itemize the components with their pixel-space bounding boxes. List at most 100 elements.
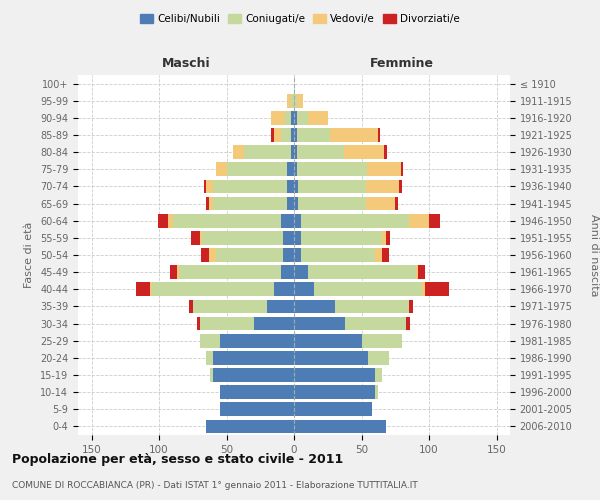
- Bar: [418, 266, 425, 279]
- Legend: Celibi/Nubili, Coniugati/e, Vedovi/e, Divorziati/e: Celibi/Nubili, Coniugati/e, Vedovi/e, Di…: [136, 10, 464, 29]
- Bar: [382, 231, 386, 244]
- Bar: [296, 94, 304, 108]
- Bar: [188, 300, 193, 314]
- Bar: [378, 128, 380, 142]
- Bar: [294, 128, 296, 142]
- Bar: [294, 231, 301, 244]
- Bar: [344, 146, 385, 159]
- Bar: [283, 248, 294, 262]
- Bar: [203, 180, 206, 194]
- Bar: [209, 196, 213, 210]
- Bar: [409, 300, 413, 314]
- Bar: [294, 111, 296, 124]
- Bar: [294, 94, 296, 108]
- Bar: [406, 316, 410, 330]
- Bar: [169, 214, 173, 228]
- Bar: [220, 386, 294, 399]
- Bar: [294, 386, 375, 399]
- Bar: [209, 248, 216, 262]
- Bar: [170, 266, 176, 279]
- Bar: [400, 180, 402, 194]
- Bar: [287, 196, 294, 210]
- Bar: [267, 300, 294, 314]
- Bar: [296, 111, 308, 124]
- Bar: [296, 162, 367, 176]
- Bar: [158, 214, 169, 228]
- Bar: [202, 231, 283, 244]
- Text: Femmine: Femmine: [370, 57, 434, 70]
- Bar: [425, 282, 449, 296]
- Bar: [292, 128, 294, 142]
- Bar: [211, 368, 213, 382]
- Bar: [301, 248, 375, 262]
- Bar: [375, 386, 378, 399]
- Bar: [361, 334, 402, 347]
- Bar: [283, 231, 294, 244]
- Bar: [294, 248, 301, 262]
- Bar: [292, 111, 294, 124]
- Bar: [220, 334, 294, 347]
- Bar: [422, 282, 425, 296]
- Bar: [395, 196, 398, 210]
- Bar: [415, 266, 418, 279]
- Y-axis label: Fasce di età: Fasce di età: [25, 222, 34, 288]
- Bar: [281, 266, 294, 279]
- Bar: [274, 128, 281, 142]
- Bar: [213, 368, 294, 382]
- Bar: [294, 162, 296, 176]
- Bar: [287, 94, 292, 108]
- Bar: [386, 231, 390, 244]
- Text: Popolazione per età, sesso e stato civile - 2011: Popolazione per età, sesso e stato civil…: [12, 452, 343, 466]
- Bar: [206, 196, 209, 210]
- Bar: [206, 420, 294, 434]
- Bar: [294, 300, 335, 314]
- Bar: [368, 351, 389, 364]
- Bar: [199, 231, 202, 244]
- Bar: [375, 248, 382, 262]
- Bar: [294, 420, 386, 434]
- Bar: [429, 214, 440, 228]
- Bar: [213, 351, 294, 364]
- Bar: [284, 111, 292, 124]
- Bar: [271, 128, 274, 142]
- Bar: [308, 111, 328, 124]
- Bar: [287, 162, 294, 176]
- Y-axis label: Anni di nascita: Anni di nascita: [589, 214, 599, 296]
- Bar: [206, 180, 213, 194]
- Bar: [220, 402, 294, 416]
- Bar: [244, 146, 292, 159]
- Bar: [227, 162, 287, 176]
- Bar: [271, 111, 284, 124]
- Bar: [233, 146, 244, 159]
- Text: COMUNE DI ROCCABIANCA (PR) - Dati ISTAT 1° gennaio 2011 - Elaborazione TUTTITALI: COMUNE DI ROCCABIANCA (PR) - Dati ISTAT …: [12, 480, 418, 490]
- Bar: [301, 231, 382, 244]
- Bar: [346, 316, 406, 330]
- Bar: [197, 316, 199, 330]
- Bar: [287, 180, 294, 194]
- Bar: [274, 282, 294, 296]
- Bar: [152, 282, 274, 296]
- Bar: [294, 334, 361, 347]
- Bar: [176, 266, 179, 279]
- Bar: [294, 180, 298, 194]
- Bar: [296, 146, 344, 159]
- Bar: [298, 180, 365, 194]
- Bar: [201, 248, 209, 262]
- Bar: [331, 128, 378, 142]
- Bar: [298, 196, 365, 210]
- Bar: [294, 402, 372, 416]
- Bar: [216, 162, 227, 176]
- Bar: [294, 196, 298, 210]
- Bar: [206, 351, 213, 364]
- Text: Maschi: Maschi: [161, 57, 211, 70]
- Bar: [335, 300, 409, 314]
- Bar: [382, 248, 389, 262]
- Bar: [136, 282, 149, 296]
- Bar: [191, 231, 199, 244]
- Bar: [281, 128, 292, 142]
- Bar: [173, 214, 281, 228]
- Bar: [385, 146, 387, 159]
- Bar: [294, 368, 375, 382]
- Bar: [216, 248, 283, 262]
- Bar: [179, 266, 281, 279]
